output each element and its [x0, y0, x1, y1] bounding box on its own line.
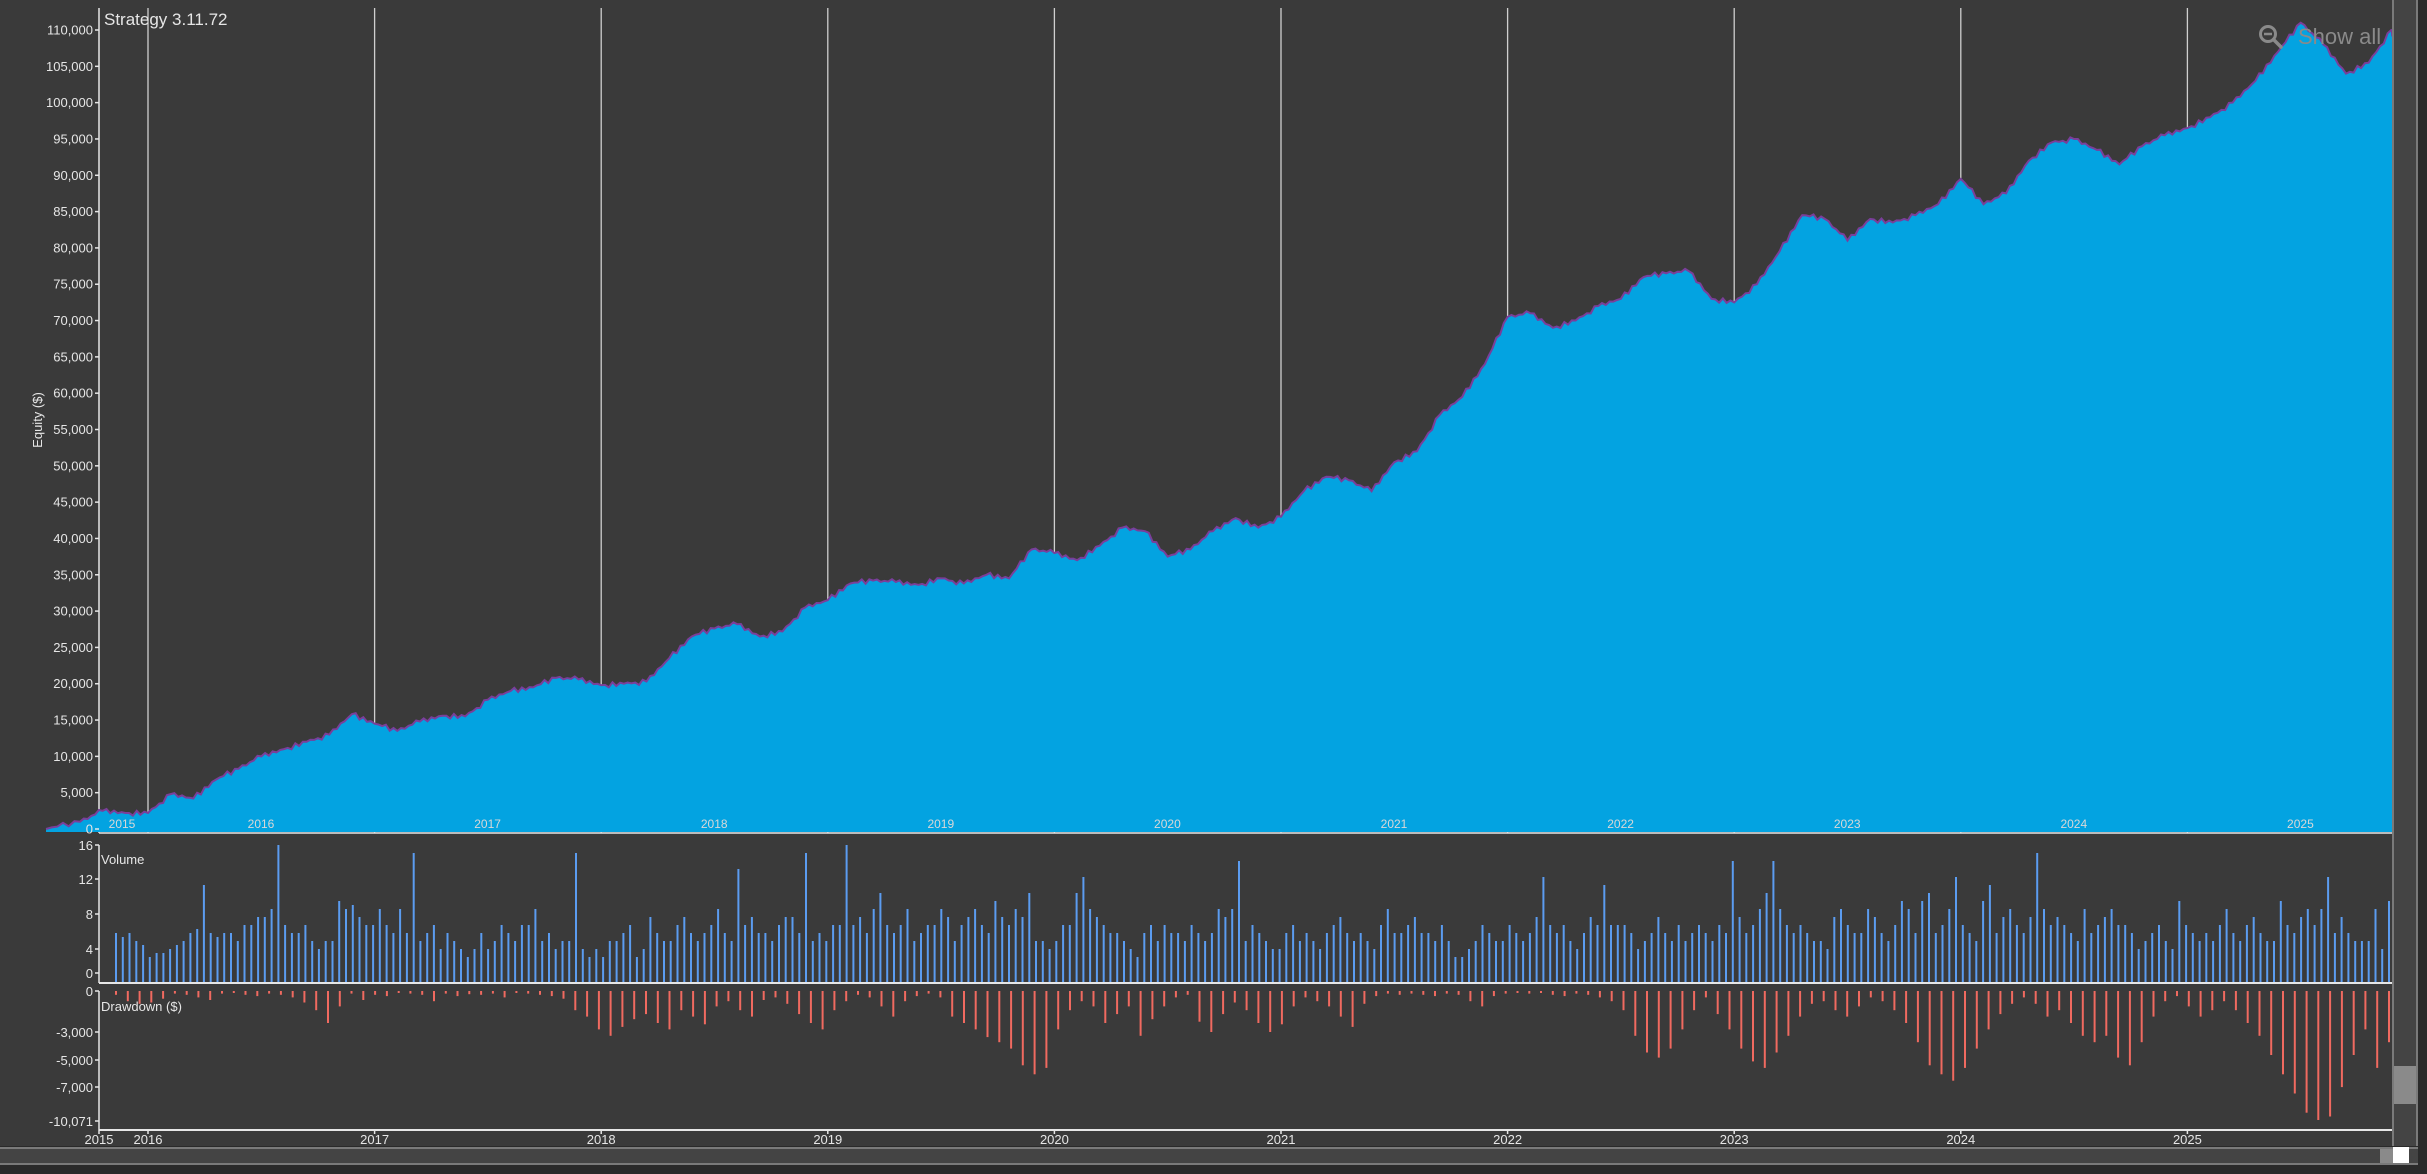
y-tick-label: 10,000 — [53, 749, 93, 764]
volume-tick-label: 0 — [86, 966, 93, 981]
drawdown-tick-label: -5,000 — [56, 1053, 93, 1068]
x-axis: 2015 2016 2017 2018 2019 2020 2021 2022 2023 2024… — [85, 1130, 2202, 1147]
vertical-scrollbar[interactable] — [2392, 0, 2418, 1146]
scrollbar-corner — [2393, 1147, 2409, 1163]
x-tick-label: 2017 — [360, 1132, 389, 1146]
y-tick-label: 5,000 — [60, 785, 93, 800]
chart-title: Strategy 3.11.72 — [104, 10, 228, 29]
volume-bars — [115, 845, 2390, 983]
x-tick-label: 2022 — [1493, 1132, 1522, 1146]
y-tick-label: 15,000 — [53, 713, 93, 728]
year-label: 2022 — [1607, 817, 1634, 831]
horizontal-scrollbar[interactable] — [0, 1147, 2418, 1165]
year-label: 2021 — [1381, 817, 1408, 831]
year-label: 2025 — [2287, 817, 2314, 831]
year-label: 2016 — [248, 817, 275, 831]
volume-panel-label: Volume — [101, 852, 144, 867]
equity-line — [45, 21, 2395, 830]
y-tick-label: 75,000 — [53, 277, 93, 292]
drawdown-bars — [115, 991, 2390, 1120]
x-tick-label: 2024 — [1946, 1132, 1975, 1146]
drawdown-panel-label: Drawdown ($) — [101, 999, 182, 1014]
year-label: 2019 — [927, 817, 954, 831]
y-tick-label: 65,000 — [53, 349, 93, 364]
drawdown-tick-label: -10,071 — [49, 1114, 93, 1129]
vertical-scrollbar-thumb[interactable] — [2394, 1066, 2416, 1104]
x-tick-label: 2020 — [1040, 1132, 1069, 1146]
y-tick-label: 20,000 — [53, 676, 93, 691]
drawdown-tick-label: -7,000 — [56, 1080, 93, 1095]
y-tick-label: 85,000 — [53, 204, 93, 219]
y-tick-label: 35,000 — [53, 567, 93, 582]
year-label: 2017 — [474, 817, 501, 831]
x-tick-label: 2023 — [1720, 1132, 1749, 1146]
volume-tick-label: 4 — [86, 942, 93, 957]
x-tick-label: 2015 — [85, 1132, 114, 1146]
volume-y-axis: 0 4 8 12 16 — [79, 838, 2396, 984]
y-tick-label: 40,000 — [53, 531, 93, 546]
drawdown-tick-label: 0 — [86, 984, 93, 999]
zoom-out-icon — [2259, 25, 2283, 49]
y-tick-label: 80,000 — [53, 240, 93, 255]
y-tick-label: 50,000 — [53, 458, 93, 473]
y-tick-label: 70,000 — [53, 313, 93, 328]
equity-y-axis-label: Equity ($) — [30, 392, 45, 448]
y-tick-label: 55,000 — [53, 422, 93, 437]
year-label: 2023 — [1834, 817, 1861, 831]
volume-tick-label: 12 — [79, 872, 93, 887]
x-tick-label: 2016 — [134, 1132, 163, 1146]
y-tick-label: 100,000 — [46, 95, 93, 110]
drawdown-y-axis: 0 -3,000 -5,000 -7,000 -10,071 — [49, 984, 2396, 1131]
x-tick-label: 2019 — [813, 1132, 842, 1146]
drawdown-tick-label: -3,000 — [56, 1025, 93, 1040]
show-all-label: Show all — [2298, 24, 2382, 49]
equity-area — [46, 22, 2394, 832]
y-tick-label: 30,000 — [53, 604, 93, 619]
y-tick-label: 0 — [86, 822, 93, 837]
y-tick-label: 95,000 — [53, 131, 93, 146]
y-tick-label: 105,000 — [46, 59, 93, 74]
equity-y-axis: 0 5,000 10,000 15,000 20,000 25,000 30,000 35,0… — [46, 23, 99, 837]
equity-year-labels: 2015 2016 2017 2018 2019 2020 2021 2022 2023 2024… — [109, 817, 2314, 831]
chart-canvas: 0 5,000 10,000 15,000 20,000 25,000 30,000 35,0… — [30, 8, 2397, 1147]
chart-frame: 0 5,000 10,000 15,000 20,000 25,000 30,000 35,0… — [0, 0, 2400, 1147]
x-tick-label: 2025 — [2173, 1132, 2202, 1146]
year-label: 2024 — [2060, 817, 2087, 831]
volume-tick-label: 16 — [79, 838, 93, 853]
year-label: 2020 — [1154, 817, 1181, 831]
x-tick-label: 2021 — [1267, 1132, 1296, 1146]
x-tick-label: 2018 — [587, 1132, 616, 1146]
show-all-button[interactable]: Show all — [2258, 24, 2381, 50]
volume-tick-label: 8 — [86, 907, 93, 922]
year-label: 2015 — [109, 817, 136, 831]
y-tick-label: 60,000 — [53, 386, 93, 401]
y-tick-label: 110,000 — [47, 23, 93, 38]
year-label: 2018 — [701, 817, 728, 831]
y-tick-label: 90,000 — [53, 168, 93, 183]
horizontal-scrollbar-thumb[interactable] — [2380, 1149, 2396, 1163]
y-tick-label: 45,000 — [53, 495, 93, 510]
y-tick-label: 25,000 — [53, 640, 93, 655]
